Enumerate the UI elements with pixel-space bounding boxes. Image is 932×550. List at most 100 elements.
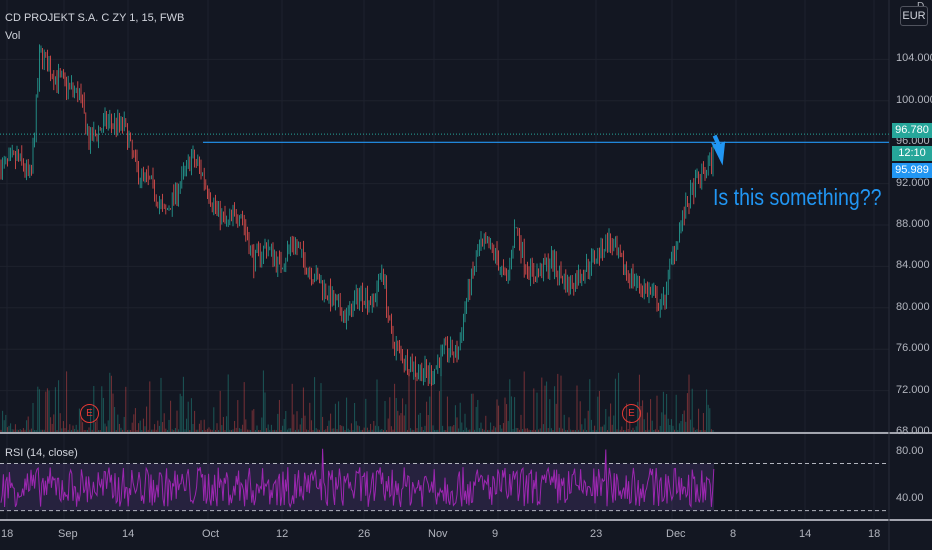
volume-bar bbox=[294, 429, 296, 432]
volume-bar bbox=[702, 413, 704, 432]
volume-bar bbox=[627, 429, 629, 432]
price-tick-label: 84.000 bbox=[896, 259, 930, 272]
volume-bar bbox=[152, 429, 154, 432]
volume-bar bbox=[389, 397, 391, 432]
symbol-header[interactable]: CD PROJEKT S.A. C ZY 1, 15, FWB bbox=[5, 12, 185, 24]
volume-bar bbox=[166, 429, 168, 432]
volume-bar bbox=[48, 390, 50, 432]
volume-bar bbox=[395, 397, 397, 432]
volume-indicator-label[interactable]: Vol bbox=[5, 30, 21, 42]
volume-bar bbox=[448, 426, 450, 432]
volume-bar bbox=[280, 430, 282, 432]
volume-bar bbox=[677, 430, 679, 432]
volume-bar bbox=[5, 414, 7, 432]
volume-bar bbox=[600, 426, 602, 432]
volume-bar bbox=[94, 422, 96, 432]
rsi-indicator-label[interactable]: RSI (14, close) bbox=[5, 447, 78, 459]
volume-bar bbox=[107, 420, 109, 432]
volume-bar bbox=[62, 421, 64, 432]
volume-bar bbox=[214, 429, 216, 432]
volume-bar bbox=[653, 429, 655, 432]
volume-bar bbox=[597, 396, 599, 432]
volume-bar bbox=[638, 374, 640, 432]
annotation-arrow-icon bbox=[710, 134, 726, 166]
volume-bar bbox=[563, 414, 565, 432]
volume-bar bbox=[368, 429, 370, 432]
volume-bar bbox=[642, 400, 644, 432]
volume-bar bbox=[355, 421, 357, 432]
volume-bar bbox=[248, 429, 250, 432]
volume-bar bbox=[269, 429, 271, 432]
volume-bar bbox=[99, 430, 101, 432]
volume-bar bbox=[419, 412, 421, 432]
volume-bar bbox=[338, 401, 340, 432]
volume-bar bbox=[138, 423, 140, 432]
volume-bar bbox=[322, 416, 324, 432]
volume-bar bbox=[42, 429, 44, 432]
volume-bar bbox=[131, 422, 133, 432]
volume-bar bbox=[699, 429, 701, 432]
volume-bar bbox=[454, 405, 456, 432]
volume-bar bbox=[366, 427, 368, 432]
volume-bar bbox=[542, 424, 544, 432]
volume-bar bbox=[574, 429, 576, 432]
volume-bar bbox=[536, 392, 538, 432]
volume-bar bbox=[21, 429, 23, 432]
volume-bar bbox=[397, 410, 399, 432]
time-tick-label: 14 bbox=[122, 528, 135, 540]
volume-bar bbox=[198, 423, 200, 432]
volume-bar bbox=[325, 429, 327, 432]
volume-bar bbox=[312, 429, 314, 432]
annotation-text[interactable]: Is this something?? bbox=[713, 184, 882, 210]
volume-bar bbox=[184, 429, 186, 432]
volume-bar bbox=[573, 429, 575, 432]
volume-bar bbox=[710, 429, 712, 432]
volume-bar bbox=[666, 394, 668, 432]
volume-bar bbox=[150, 429, 152, 432]
price-tick-label: 92.000 bbox=[896, 176, 930, 189]
volume-bar bbox=[123, 416, 125, 432]
volume-bar bbox=[96, 419, 98, 432]
volume-bar bbox=[498, 405, 500, 432]
volume-bar bbox=[80, 417, 82, 432]
volume-bar bbox=[232, 429, 234, 432]
volume-bar bbox=[128, 429, 130, 432]
volume-bar bbox=[470, 393, 472, 432]
volume-bar bbox=[678, 423, 680, 432]
volume-bar bbox=[189, 429, 191, 432]
volume-bar bbox=[379, 429, 381, 432]
time-tick-label: 18 bbox=[1, 528, 14, 540]
volume-bar bbox=[381, 429, 383, 432]
time-tick-label: 9 bbox=[492, 528, 499, 540]
volume-bar bbox=[6, 427, 8, 432]
volume-bar bbox=[546, 381, 548, 432]
volume-bar bbox=[691, 388, 693, 432]
volume-bar bbox=[557, 373, 559, 432]
price-tick-label: 68.000 bbox=[896, 425, 930, 437]
volume-bar bbox=[58, 380, 60, 432]
volume-bar bbox=[422, 430, 424, 432]
earnings-marker-icon[interactable]: E bbox=[80, 404, 99, 423]
volume-bar bbox=[208, 427, 210, 432]
volume-bar bbox=[91, 429, 93, 432]
volume-bar bbox=[106, 426, 108, 432]
time-tick-label: 23 bbox=[590, 528, 603, 540]
earnings-marker-icon[interactable]: E bbox=[622, 404, 641, 423]
volume-bar bbox=[400, 413, 402, 432]
volume-bar bbox=[426, 401, 428, 432]
volume-bar bbox=[528, 429, 530, 432]
volume-bar bbox=[621, 426, 623, 432]
volume-bar bbox=[595, 429, 597, 432]
volume-bar bbox=[550, 428, 552, 432]
volume-bar bbox=[266, 428, 268, 432]
volume-bar bbox=[696, 429, 698, 432]
volume-bar bbox=[259, 429, 261, 432]
volume-bar bbox=[629, 420, 631, 432]
volume-bar bbox=[341, 425, 343, 432]
volume-bar bbox=[317, 429, 319, 432]
volume-bar bbox=[272, 430, 274, 432]
currency-selector[interactable]: EUR bbox=[900, 6, 928, 26]
volume-bar bbox=[525, 428, 527, 432]
price-levels bbox=[0, 133, 889, 143]
